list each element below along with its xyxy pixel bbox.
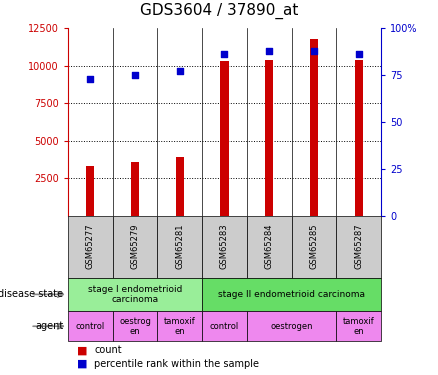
- Text: tamoxif
en: tamoxif en: [164, 316, 196, 336]
- Point: [176, 68, 183, 74]
- Bar: [220, 61, 229, 216]
- Text: control: control: [210, 322, 239, 331]
- Bar: [113, 311, 157, 341]
- Bar: [292, 216, 336, 278]
- Text: oestrog
en: oestrog en: [119, 316, 151, 336]
- Bar: [336, 311, 381, 341]
- Bar: [157, 216, 202, 278]
- Bar: [336, 216, 381, 278]
- Text: agent: agent: [35, 321, 64, 331]
- Bar: [86, 166, 94, 216]
- Bar: [176, 157, 184, 216]
- Text: stage I endometrioid
carcinoma: stage I endometrioid carcinoma: [88, 285, 182, 304]
- Bar: [113, 216, 157, 278]
- Text: GSM65283: GSM65283: [220, 224, 229, 269]
- Point: [221, 51, 228, 57]
- Text: GSM65287: GSM65287: [354, 224, 363, 269]
- Text: control: control: [76, 322, 105, 331]
- Point: [355, 51, 362, 57]
- Bar: [247, 311, 336, 341]
- Text: GSM65281: GSM65281: [175, 224, 184, 269]
- Point: [131, 72, 138, 78]
- Bar: [157, 311, 202, 341]
- Bar: [310, 39, 318, 216]
- Bar: [202, 311, 247, 341]
- Text: stage II endometrioid carcinoma: stage II endometrioid carcinoma: [218, 290, 365, 299]
- Bar: [202, 216, 247, 278]
- Text: percentile rank within the sample: percentile rank within the sample: [94, 359, 259, 369]
- Text: ■: ■: [77, 359, 87, 369]
- Text: GSM65285: GSM65285: [310, 224, 318, 269]
- Bar: [68, 216, 113, 278]
- Text: tamoxif
en: tamoxif en: [343, 316, 374, 336]
- Bar: [355, 60, 363, 216]
- Text: GSM65277: GSM65277: [86, 224, 95, 269]
- Text: GSM65279: GSM65279: [131, 224, 139, 269]
- Point: [87, 76, 94, 82]
- Bar: [247, 216, 292, 278]
- Text: oestrogen: oestrogen: [270, 322, 313, 331]
- Bar: [68, 311, 113, 341]
- Text: GDS3604 / 37890_at: GDS3604 / 37890_at: [140, 3, 298, 19]
- Bar: [202, 278, 381, 311]
- Point: [266, 48, 273, 54]
- Bar: [68, 278, 202, 311]
- Bar: [131, 162, 139, 216]
- Text: count: count: [94, 345, 122, 355]
- Bar: [265, 60, 273, 216]
- Point: [311, 48, 318, 54]
- Text: ■: ■: [77, 345, 87, 355]
- Text: GSM65284: GSM65284: [265, 224, 274, 269]
- Text: disease state: disease state: [0, 290, 64, 299]
